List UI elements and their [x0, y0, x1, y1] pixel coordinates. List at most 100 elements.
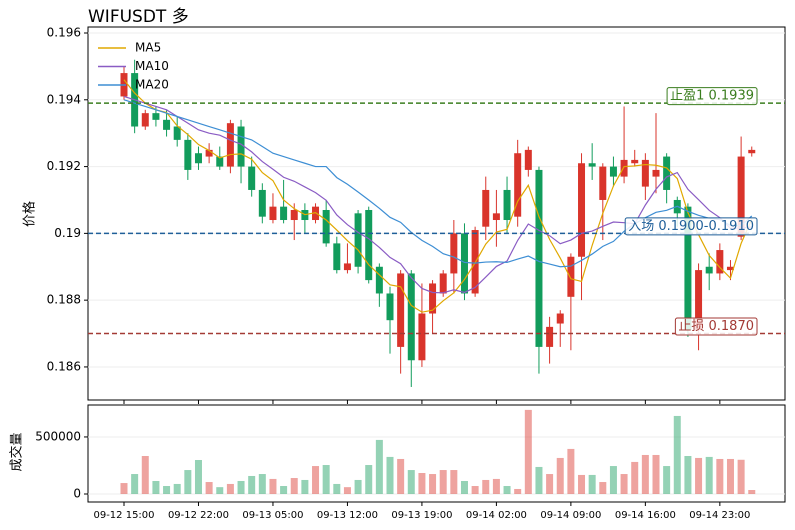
volume-bar [546, 474, 554, 494]
volume-bar [609, 466, 617, 494]
volume-bar [365, 465, 373, 494]
volume-bar [333, 483, 341, 494]
candle-body [599, 166, 607, 200]
x-tick-label: 09-13 05:00 [242, 510, 303, 521]
candle-body [726, 266, 734, 271]
volume-bar [418, 473, 426, 494]
volume-bar [354, 479, 362, 494]
candle-body [663, 156, 671, 190]
volume-bar [152, 480, 160, 494]
candle-body [237, 126, 245, 167]
level-label: 止损 0.1870 [678, 319, 754, 334]
volume-bar [439, 470, 447, 494]
volume-bar [748, 490, 756, 494]
volume-bar [726, 458, 734, 494]
x-tick-label: 09-12 22:00 [168, 510, 229, 521]
volume-bar [737, 459, 745, 494]
volume-bar [301, 479, 309, 494]
y-tick-label: 0.192 [47, 159, 81, 173]
candle-body [173, 126, 181, 140]
candle-body [748, 149, 756, 154]
y-tick-label: 0.194 [47, 92, 81, 106]
candle-body [365, 209, 373, 281]
candle-body [578, 163, 586, 257]
candle-body [290, 209, 298, 221]
y-tick-label: 0 [73, 487, 81, 501]
volume-bar [705, 456, 713, 494]
volume-bar [673, 415, 681, 494]
volume-bar [620, 474, 628, 494]
volume-axis-label: 成交量 [9, 432, 25, 471]
volume-bar [386, 456, 394, 494]
candle-body [567, 256, 575, 297]
x-tick-label: 09-14 09:00 [540, 510, 601, 521]
volume-bar [312, 466, 320, 494]
legend-label: MA5 [135, 41, 161, 55]
candle-body [194, 153, 202, 164]
volume-bar [503, 486, 511, 494]
candle-body [482, 189, 490, 227]
volume-bar [226, 483, 234, 494]
volume-bar [120, 483, 128, 494]
candle-body [631, 159, 639, 164]
volume-bar [205, 482, 213, 494]
volume-bar [567, 448, 575, 494]
ma-line [123, 95, 752, 294]
candle-body [524, 149, 532, 170]
candle-body [450, 233, 458, 274]
candle-body [716, 250, 724, 274]
volume-bar [322, 465, 330, 494]
candle-body [439, 273, 447, 294]
level-tag: 入场 0.1900-0.1910 [624, 217, 758, 236]
volume-bar [588, 474, 596, 494]
level-label: 止盈1 0.1939 [670, 89, 754, 104]
candle-body [705, 266, 713, 274]
volume-bar [269, 478, 277, 494]
volume-bar [194, 459, 202, 494]
volume-bar [641, 454, 649, 494]
volume-bar [652, 454, 660, 494]
volume-bar [578, 474, 586, 494]
volume-bar [556, 457, 564, 494]
y-tick-label: 0.188 [47, 293, 81, 307]
volume-bar [280, 486, 288, 494]
candle-body [503, 189, 511, 221]
candle-body [514, 153, 522, 217]
volume-bar [631, 461, 639, 494]
legend-label: MA20 [135, 78, 169, 92]
candle-body [343, 263, 351, 271]
x-tick-label: 09-13 19:00 [391, 510, 452, 521]
volume-bar [216, 487, 224, 494]
level-tag-box [666, 87, 758, 106]
candle-body [163, 119, 171, 130]
legend-label: MA10 [135, 59, 169, 73]
candle-body [280, 206, 288, 221]
x-tick-label: 09-14 23:00 [689, 510, 750, 521]
candle-body [354, 213, 362, 267]
level-tag-box [674, 317, 758, 336]
level-tag-box [624, 217, 758, 236]
volume-bar [237, 480, 245, 494]
volume-bar [535, 466, 543, 494]
level-tag: 止盈1 0.1939 [666, 87, 758, 106]
candle-body [205, 149, 213, 157]
x-tick-label: 09-14 16:00 [615, 510, 676, 521]
volume-bar [407, 470, 415, 494]
candle-body [322, 209, 330, 244]
y-tick-label: 0.186 [47, 359, 81, 373]
volume-bar [141, 456, 149, 494]
volume-bar [663, 466, 671, 494]
volume-bar [492, 478, 500, 494]
volume-bar [173, 483, 181, 494]
volume-bar [163, 486, 171, 494]
volume-bar [684, 456, 692, 494]
ma-line [123, 79, 753, 313]
level-label: 入场 0.1900-0.1910 [628, 219, 754, 234]
candle-body [216, 156, 224, 167]
volume-bar [524, 409, 532, 494]
candle-body [407, 273, 415, 361]
candle-body [184, 139, 192, 170]
volume-bar [375, 439, 383, 494]
candle-body [418, 313, 426, 361]
y-tick-label: 0.19 [54, 226, 81, 240]
